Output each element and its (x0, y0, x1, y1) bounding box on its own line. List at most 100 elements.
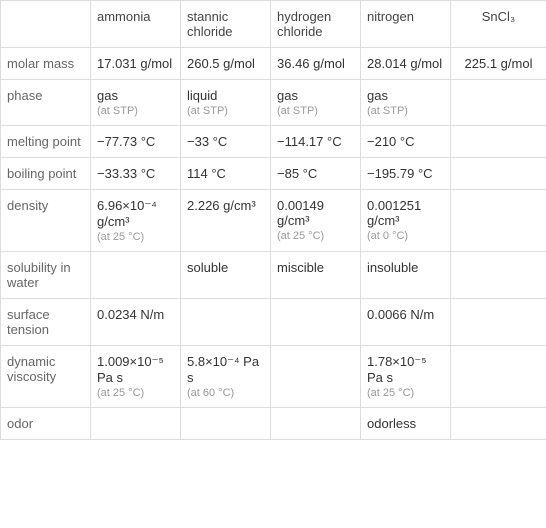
cell-value: −114.17 °C (277, 134, 342, 149)
cell: miscible (271, 252, 361, 299)
cell: −33 °C (181, 126, 271, 158)
cell-value: 17.031 g/mol (97, 56, 172, 71)
cell-value: −210 °C (367, 134, 414, 149)
col-header-nitrogen: nitrogen (361, 1, 451, 48)
cell: 0.00149 g/cm³ (at 25 °C) (271, 190, 361, 252)
table-body: ammonia stannic chloride hydrogen chlori… (1, 1, 546, 440)
cell (91, 408, 181, 440)
cell-value: 0.0234 N/m (97, 307, 164, 322)
table-row: dynamic viscosity 1.009×10⁻⁵ Pa s(at 25 … (1, 346, 546, 408)
cell: 0.001251 g/cm³ (at 0 °C) (361, 190, 451, 252)
cell (271, 299, 361, 346)
row-label-odor: odor (1, 408, 91, 440)
table-header-row: ammonia stannic chloride hydrogen chlori… (1, 1, 546, 48)
cell (91, 252, 181, 299)
cell (181, 299, 271, 346)
cell (451, 190, 546, 252)
cell-value: 2.226 g/cm³ (187, 198, 256, 213)
cell: −195.79 °C (361, 158, 451, 190)
cell-note: (at 0 °C) (367, 230, 444, 242)
cell: 1.78×10⁻⁵ Pa s (at 25 °C) (361, 346, 451, 408)
cell-value: −33.33 °C (97, 166, 155, 181)
cell: gas (at STP) (361, 80, 451, 126)
cell: 2.226 g/cm³ (181, 190, 271, 252)
cell (451, 346, 546, 408)
cell-value: insoluble (367, 260, 418, 275)
cell-value: liquid (187, 88, 217, 103)
cell: −85 °C (271, 158, 361, 190)
cell-note: (at 60 °C) (187, 387, 264, 399)
row-label-molar-mass: molar mass (1, 48, 91, 80)
row-label-boiling-point: boiling point (1, 158, 91, 190)
cell-value: gas (97, 88, 118, 103)
cell: liquid(at STP) (181, 80, 271, 126)
cell: soluble (181, 252, 271, 299)
cell: odorless (361, 408, 451, 440)
table-row: melting point −77.73 °C −33 °C −114.17 °… (1, 126, 546, 158)
cell (451, 158, 546, 190)
cell-value: 6.96×10⁻⁴ g/cm³ (97, 198, 157, 229)
cell-value: 1.009×10⁻⁵ Pa s (97, 354, 164, 385)
cell-note: (at STP) (277, 105, 354, 117)
cell: 6.96×10⁻⁴ g/cm³ (at 25 °C) (91, 190, 181, 252)
table-row: phase gas(at STP) liquid(at STP) gas(at … (1, 80, 546, 126)
cell-value: 0.001251 g/cm³ (367, 198, 421, 228)
col-header-hydrogen-chloride: hydrogen chloride (271, 1, 361, 48)
cell: 1.009×10⁻⁵ Pa s(at 25 °C) (91, 346, 181, 408)
cell-note: (at 25 °C) (97, 231, 174, 243)
cell-value: 225.1 g/mol (465, 56, 533, 71)
cell-value: 260.5 g/mol (187, 56, 255, 71)
cell (451, 80, 546, 126)
col-header-ammonia: ammonia (91, 1, 181, 48)
cell: 260.5 g/mol (181, 48, 271, 80)
cell (451, 126, 546, 158)
cell-value: −195.79 °C (367, 166, 433, 181)
table-row: solubility in water soluble miscible ins… (1, 252, 546, 299)
cell-value: 5.8×10⁻⁴ Pa s (187, 354, 259, 385)
cell (451, 408, 546, 440)
cell-value: 1.78×10⁻⁵ Pa s (367, 354, 427, 385)
cell-note: (at STP) (97, 105, 174, 117)
cell: 225.1 g/mol (451, 48, 546, 80)
cell-note: (at STP) (367, 105, 444, 117)
cell: 5.8×10⁻⁴ Pa s (at 60 °C) (181, 346, 271, 408)
cell: −77.73 °C (91, 126, 181, 158)
cell: 17.031 g/mol (91, 48, 181, 80)
table-row: density 6.96×10⁻⁴ g/cm³ (at 25 °C) 2.226 … (1, 190, 546, 252)
cell-value: odorless (367, 416, 416, 431)
row-label-melting-point: melting point (1, 126, 91, 158)
properties-table: ammonia stannic chloride hydrogen chlori… (0, 0, 546, 440)
cell (451, 252, 546, 299)
cell-value: gas (277, 88, 298, 103)
cell: insoluble (361, 252, 451, 299)
cell-value: 0.0066 N/m (367, 307, 434, 322)
cell: −210 °C (361, 126, 451, 158)
cell-value: −85 °C (277, 166, 317, 181)
row-label-density: density (1, 190, 91, 252)
cell-value: −77.73 °C (97, 134, 155, 149)
table-row: surface tension 0.0234 N/m 0.0066 N/m (1, 299, 546, 346)
cell: 114 °C (181, 158, 271, 190)
cell: gas (at STP) (271, 80, 361, 126)
cell: 36.46 g/mol (271, 48, 361, 80)
cell-value: 0.00149 g/cm³ (277, 198, 324, 228)
cell-value: 36.46 g/mol (277, 56, 345, 71)
cell: 28.014 g/mol (361, 48, 451, 80)
table-row: molar mass 17.031 g/mol 260.5 g/mol 36.4… (1, 48, 546, 80)
cell: 0.0234 N/m (91, 299, 181, 346)
cell-value: −33 °C (187, 134, 227, 149)
cell-value: 28.014 g/mol (367, 56, 442, 71)
cell-value: gas (367, 88, 388, 103)
cell-note: (at 25 °C) (367, 387, 444, 399)
cell: gas (at STP) (91, 80, 181, 126)
row-label-solubility: solubility in water (1, 252, 91, 299)
row-label-surface-tension: surface tension (1, 299, 91, 346)
table-row: odor odorless (1, 408, 546, 440)
cell-note: (at 25 °C) (277, 230, 354, 242)
cell (181, 408, 271, 440)
cell (271, 346, 361, 408)
row-label-dynamic-viscosity: dynamic viscosity (1, 346, 91, 408)
col-header-sncl3: SnCl₃ (451, 1, 546, 48)
row-label-phase: phase (1, 80, 91, 126)
cell-value: 114 °C (187, 166, 226, 181)
